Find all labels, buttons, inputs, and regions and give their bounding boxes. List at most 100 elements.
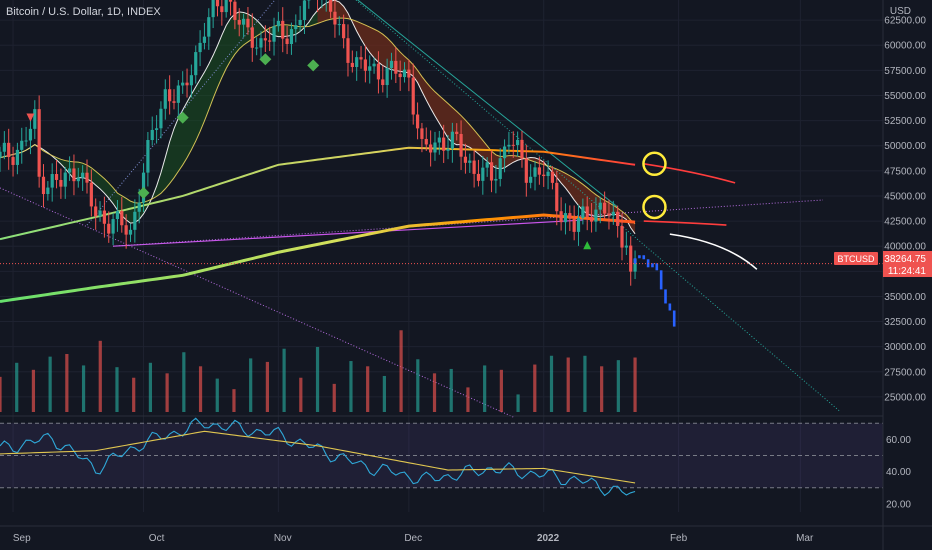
candle-body (250, 27, 254, 48)
candle-body (154, 128, 159, 130)
chart-title: Bitcoin / U.S. Dollar, 1D, INDEX (6, 6, 161, 18)
volume-bar (533, 364, 537, 412)
time-tick-label: 2022 (537, 533, 560, 544)
candle-body (115, 211, 120, 220)
candle-body (581, 206, 585, 218)
trendline-diagonal (0, 187, 514, 418)
candle-body (550, 171, 555, 183)
price-tick-label: 32500.00 (884, 317, 926, 328)
volume-bar (232, 389, 236, 412)
volume-bar (466, 387, 470, 412)
candle-body (576, 217, 581, 232)
candle-body (589, 216, 594, 222)
candle-body (0, 151, 2, 158)
candle-body (372, 63, 376, 67)
candle-body (494, 178, 498, 181)
candle-body (489, 162, 494, 181)
candle-body (63, 172, 67, 187)
diamond-marker (137, 186, 150, 199)
time-tick-label: Nov (274, 533, 292, 544)
candle-body (433, 142, 437, 153)
projection-bar (638, 255, 641, 259)
candle-body (215, 0, 220, 7)
candle-body (194, 52, 198, 76)
osc-tick-label: 20.00 (886, 499, 911, 510)
candle-body (546, 171, 550, 177)
candle-body (281, 20, 285, 39)
candle-body (633, 258, 637, 272)
candle-body (94, 206, 98, 217)
candle-body (394, 60, 398, 74)
candle-body (415, 114, 420, 129)
projection-bar (642, 255, 646, 260)
candle-body (15, 149, 19, 165)
osc-tick-label: 40.00 (886, 467, 911, 478)
candle-body (241, 18, 246, 25)
volume-bar (366, 366, 370, 412)
diamond-marker (176, 111, 189, 124)
projection-bar (668, 303, 672, 311)
volume-bar (165, 373, 169, 412)
ma-200-extension (643, 220, 727, 226)
candle-body (355, 57, 359, 68)
time-tick-label: Sep (13, 533, 31, 544)
symbol-badge-label: BTCUSD (837, 254, 875, 264)
candle-body (342, 24, 346, 39)
candle-body (476, 173, 481, 181)
candle-body (185, 82, 189, 86)
candle-body (481, 167, 485, 181)
candle-body (2, 142, 6, 152)
projection-bar (672, 310, 676, 327)
candle-body (424, 138, 428, 145)
candle-body (163, 89, 167, 109)
ma-band-lower-line (0, 17, 636, 225)
projection-bar (633, 258, 637, 264)
candle-body (507, 144, 511, 147)
volume-bar (315, 346, 320, 412)
time-tick-label: Feb (670, 533, 688, 544)
candle-body (50, 174, 54, 188)
rsi-ma-line (0, 430, 636, 484)
candle-body (594, 209, 598, 222)
candle-body (128, 229, 133, 235)
candle-body (446, 148, 450, 151)
candle-body (502, 146, 507, 159)
last-price-badge (883, 251, 932, 277)
candle-body (67, 168, 72, 173)
candle-body (159, 108, 163, 129)
candle-body (363, 59, 367, 71)
candle-body (346, 38, 350, 63)
symbol-badge (834, 252, 878, 265)
candle-body (407, 69, 411, 78)
candle-body (46, 187, 50, 195)
candle-body (172, 101, 176, 103)
volume-bar (499, 369, 503, 412)
candle-body (620, 225, 624, 248)
candle-body (268, 40, 272, 42)
candle-body (585, 206, 589, 217)
candle-body (302, 0, 307, 20)
time-tick-label: Dec (404, 533, 422, 544)
volume-bar (349, 361, 353, 412)
volume-bar (566, 357, 570, 412)
price-tick-label: 30000.00 (884, 342, 926, 353)
candle-body (555, 182, 559, 212)
volume-bar (382, 375, 386, 412)
price-tick-label: 42500.00 (884, 217, 926, 228)
candle-body (72, 168, 76, 182)
price-tick-label: 52500.00 (884, 116, 926, 127)
projected-curve (669, 233, 758, 270)
volume-bar (198, 366, 203, 412)
candle-body (33, 109, 37, 129)
candle-body (350, 62, 354, 68)
volume-bar (516, 394, 520, 412)
candle-body (333, 11, 337, 25)
candle-body (202, 36, 207, 43)
candle-body (176, 85, 180, 103)
candle-body (294, 25, 298, 30)
volume-bar (215, 378, 219, 412)
projection-bar (655, 263, 659, 271)
candle-body (220, 6, 224, 13)
candle-body (228, 0, 233, 2)
